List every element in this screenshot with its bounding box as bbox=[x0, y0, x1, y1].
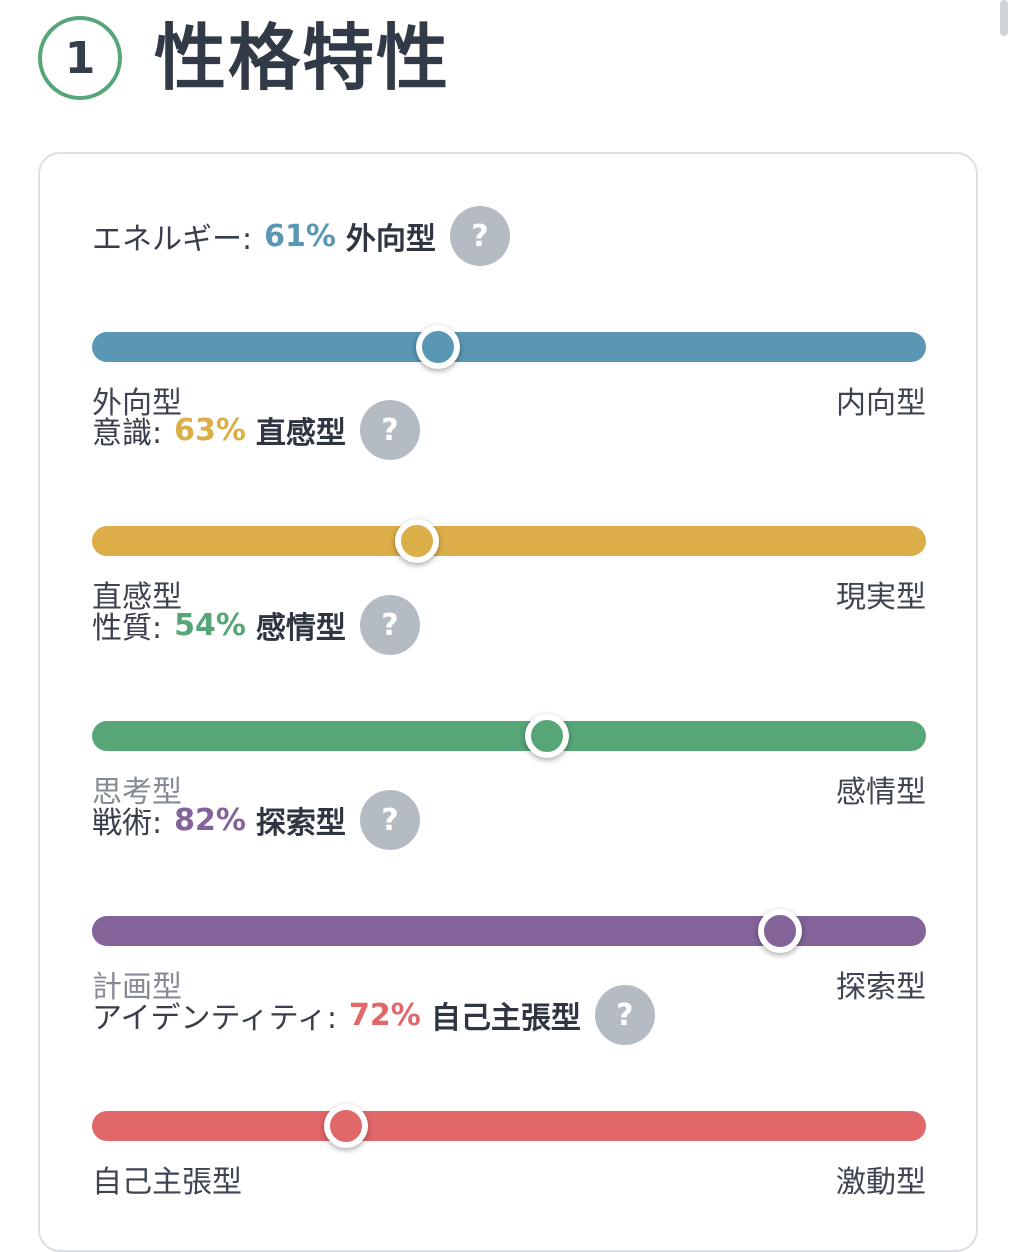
trait-energy: エネルギー: 61% 外向型 ? 外向型 内向型 bbox=[92, 206, 926, 421]
trait-percent: 82% bbox=[174, 802, 246, 838]
traits-card: エネルギー: 61% 外向型 ? 外向型 内向型 意識: 63% 直感型 ? 直… bbox=[38, 152, 978, 1252]
trait-slider-thumb bbox=[524, 714, 569, 758]
trait-percent: 54% bbox=[174, 607, 246, 643]
trait-slider-thumb bbox=[395, 519, 440, 563]
trait-type: 感情型 bbox=[255, 611, 346, 646]
page-title: 性格特性 bbox=[154, 16, 451, 100]
help-question-icon[interactable]: ? bbox=[594, 985, 655, 1045]
trait-identity: アイデンティティ: 72% 自己主張型 ? 自己主張型 激動型 bbox=[92, 985, 926, 1200]
trait-slider-track bbox=[92, 325, 926, 369]
trait-heading: 性質: 54% 感情型 ? bbox=[92, 595, 420, 655]
trait-slider-thumb bbox=[324, 1104, 369, 1148]
trait-mind: 意識: 63% 直感型 ? 直感型 現実型 bbox=[92, 400, 926, 615]
trait-slider-track bbox=[92, 1104, 926, 1148]
trait-nature: 性質: 54% 感情型 ? 思考型 感情型 bbox=[92, 595, 926, 810]
trait-type: 外向型 bbox=[345, 222, 436, 257]
trait-label: 戦術: bbox=[92, 806, 163, 841]
trait-slider-track bbox=[92, 909, 926, 953]
trait-percent: 72% bbox=[349, 997, 421, 1033]
trait-type: 直感型 bbox=[255, 416, 346, 451]
trait-right-pole: 探索型 bbox=[836, 970, 926, 1005]
trait-left-pole: 自己主張型 bbox=[92, 1165, 242, 1200]
trait-slider-thumb bbox=[416, 325, 461, 369]
trait-left-pole: 計画型 bbox=[92, 970, 182, 1005]
trait-type: 探索型 bbox=[255, 806, 346, 841]
trait-slider-thumb bbox=[758, 909, 803, 953]
trait-left-pole: 思考型 bbox=[92, 775, 182, 810]
trait-slider-track bbox=[92, 714, 926, 758]
trait-slider-track bbox=[92, 519, 926, 563]
trait-label: アイデンティティ: bbox=[92, 1001, 338, 1036]
trait-label: 性質: bbox=[92, 611, 163, 646]
section-header: 1 性格特性 bbox=[38, 12, 450, 104]
trait-type: 自己主張型 bbox=[430, 1001, 581, 1036]
trait-percent: 63% bbox=[174, 412, 246, 448]
help-question-icon[interactable]: ? bbox=[449, 206, 510, 266]
step-number-badge: 1 bbox=[38, 16, 122, 100]
trait-heading: アイデンティティ: 72% 自己主張型 ? bbox=[92, 985, 655, 1045]
trait-left-pole: 直感型 bbox=[92, 580, 182, 615]
trait-right-pole: 現実型 bbox=[836, 580, 926, 615]
trait-label: 意識: bbox=[92, 416, 163, 451]
trait-heading: 意識: 63% 直感型 ? bbox=[92, 400, 420, 460]
scrollbar[interactable] bbox=[1000, 0, 1008, 36]
trait-heading: エネルギー: 61% 外向型 ? bbox=[92, 206, 510, 266]
trait-label: エネルギー: bbox=[92, 222, 253, 257]
trait-left-pole: 外向型 bbox=[92, 386, 182, 421]
help-question-icon[interactable]: ? bbox=[359, 400, 420, 460]
trait-heading: 戦術: 82% 探索型 ? bbox=[92, 790, 420, 850]
trait-right-pole: 激動型 bbox=[836, 1165, 926, 1200]
trait-right-pole: 内向型 bbox=[836, 386, 926, 421]
trait-percent: 61% bbox=[264, 218, 336, 254]
help-question-icon[interactable]: ? bbox=[359, 595, 420, 655]
help-question-icon[interactable]: ? bbox=[359, 790, 420, 850]
trait-tactics: 戦術: 82% 探索型 ? 計画型 探索型 bbox=[92, 790, 926, 1005]
trait-right-pole: 感情型 bbox=[836, 775, 926, 810]
